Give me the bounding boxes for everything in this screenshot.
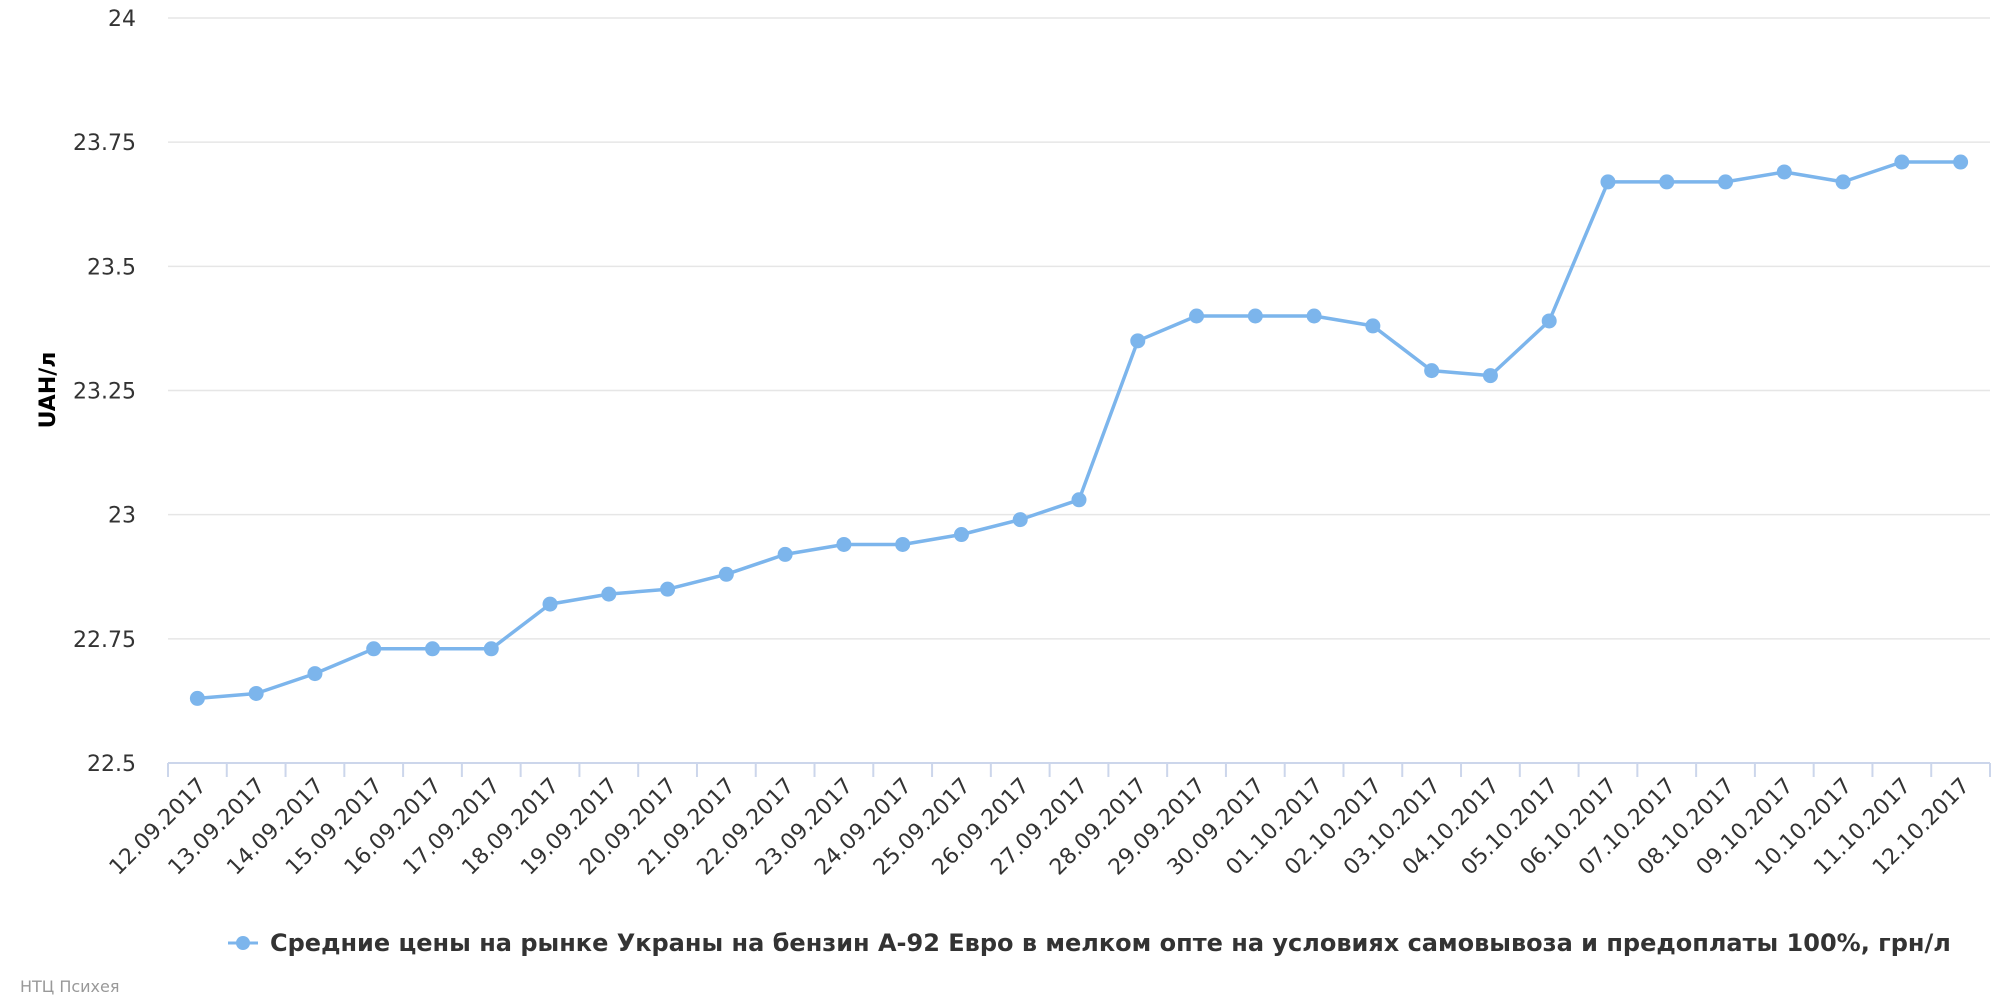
data-point (542, 596, 558, 612)
data-point (836, 536, 852, 552)
data-point (1012, 512, 1028, 528)
legend-symbol-marker (236, 936, 250, 950)
data-point (483, 641, 499, 657)
data-point (1130, 333, 1146, 349)
y-tick-label: 23.5 (87, 255, 136, 280)
data-point (366, 641, 382, 657)
data-point (1365, 318, 1381, 334)
y-tick-label: 24 (108, 7, 136, 32)
data-point (189, 690, 205, 706)
data-point (1247, 308, 1263, 324)
data-point (1659, 174, 1675, 190)
data-point (1424, 363, 1440, 379)
legend-item-label[interactable]: Средние цены на рынке Украны на бензин А… (270, 929, 1951, 957)
data-point (1071, 492, 1087, 508)
y-tick-label: 23 (108, 504, 136, 529)
data-point (660, 581, 676, 597)
y-tick-label: 23.75 (73, 131, 136, 156)
data-point (1306, 308, 1322, 324)
data-point (1189, 308, 1205, 324)
data-point (424, 641, 440, 657)
data-point (1894, 154, 1910, 170)
data-series (189, 154, 1969, 706)
data-point (718, 566, 734, 582)
data-point (953, 527, 969, 543)
data-point (1835, 174, 1851, 190)
x-axis-ticks: 12.09.201713.09.201714.09.201715.09.2017… (105, 763, 1991, 880)
y-tick-label: 22.5 (87, 752, 136, 777)
series-line (195, 160, 1963, 701)
credit-text[interactable]: НТЦ Психея (20, 977, 119, 996)
data-point (1718, 174, 1734, 190)
legend[interactable]: Средние цены на рынке Украны на бензин А… (228, 929, 1951, 957)
data-point (1482, 368, 1498, 384)
data-point (1600, 174, 1616, 190)
y-tick-label: 22.75 (73, 628, 136, 653)
data-point (248, 685, 264, 701)
y-axis-ticks: 22.5 22.75 23 23.25 23.5 23.75 24 (73, 7, 136, 777)
data-point (895, 536, 911, 552)
y-axis-label: UAH/л (36, 352, 61, 429)
y-tick-label: 23.25 (73, 380, 136, 405)
data-point (1541, 313, 1557, 329)
data-point (1776, 164, 1792, 180)
grid-lines (168, 17, 1990, 640)
data-point (307, 666, 323, 682)
data-point (601, 586, 617, 602)
data-point (777, 546, 793, 562)
data-point (1953, 154, 1969, 170)
